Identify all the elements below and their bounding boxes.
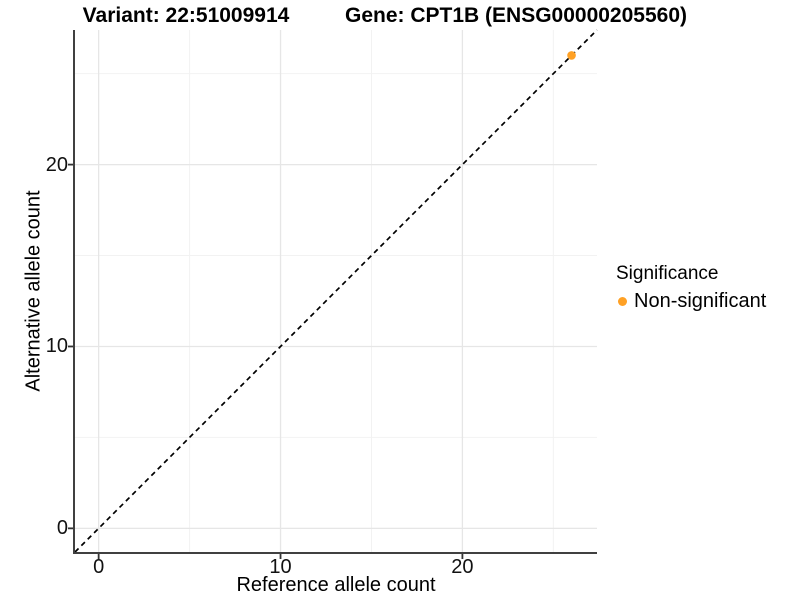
y-tick-label: 20 (45, 153, 68, 176)
y-tick-label: 10 (45, 335, 68, 358)
x-tick-label: 0 (93, 556, 105, 578)
data-point (567, 51, 576, 60)
y-tick-label: 0 (56, 517, 68, 540)
x-tick-label: 20 (451, 556, 474, 578)
x-axis-title: Reference allele count (236, 574, 436, 596)
y-axis-title: Alternative allele count (22, 190, 45, 392)
variant-title: Variant: 22:51009914 (82, 4, 290, 27)
legend-title: Significance (616, 263, 719, 284)
legend-point-icon (618, 297, 627, 306)
gene-title: Gene: CPT1B (ENSG00000205560) (345, 4, 687, 27)
legend: Significance Non-significant (616, 262, 766, 313)
identity-dashed-line (74, 29, 598, 553)
legend-item-label: Non-significant (634, 290, 767, 312)
legend-item: Non-significant (616, 290, 766, 313)
x-tick-label: 10 (269, 556, 292, 578)
legend-items: Non-significant (616, 290, 766, 313)
